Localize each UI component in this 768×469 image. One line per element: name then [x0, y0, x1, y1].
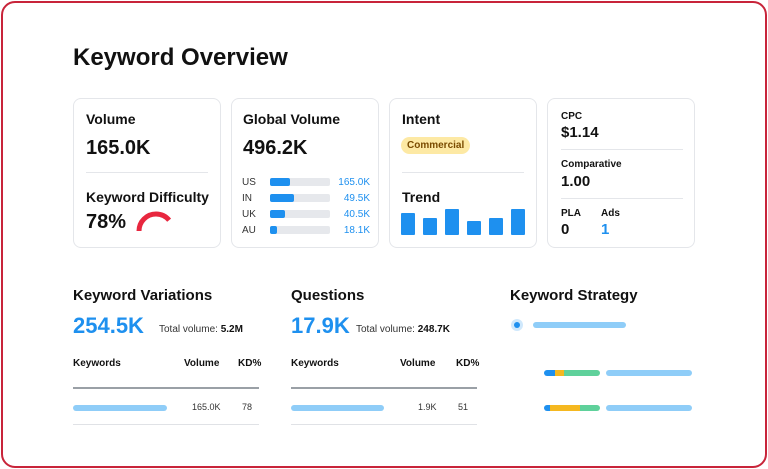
cpc-value: $1.14	[561, 124, 599, 141]
ads-label: Ads	[601, 208, 620, 219]
country-code: IN	[242, 192, 252, 204]
country-code: UK	[242, 208, 256, 220]
kd-value: 78%	[86, 211, 127, 233]
country-bar	[270, 178, 330, 186]
volume-value: 165.0K	[86, 137, 151, 159]
country-volume[interactable]: 40.5K	[343, 208, 370, 220]
column-header-keywords: Keywords	[73, 358, 121, 369]
country-code: AU	[242, 224, 256, 236]
country-row-uk: UK 40.5K	[242, 207, 370, 221]
ads-value[interactable]: 1	[601, 221, 610, 238]
table-footer-line	[291, 424, 477, 425]
country-volume[interactable]: 165.0K	[338, 176, 370, 188]
segment-orange	[550, 405, 580, 411]
global-volume-card: Global Volume 496.2K US 165.0K IN 49.5K …	[231, 98, 379, 248]
intent-badge: Commercial	[401, 137, 471, 154]
global-volume-label: Global Volume	[243, 111, 340, 127]
segment-green	[580, 405, 600, 411]
country-bar-fill	[270, 178, 290, 186]
segment-green	[564, 370, 600, 376]
metrics-card: CPC $1.14 Comparative 1.00 PLA 0 Ads 1	[547, 98, 695, 248]
strategy-segment-bar	[544, 370, 600, 376]
total-volume-value: 5.2M	[220, 324, 243, 335]
keyword-variations-count[interactable]: 254.5K	[73, 313, 144, 338]
card-divider	[402, 172, 524, 173]
table-footer-line	[73, 424, 259, 425]
kd-gauge-arc	[136, 211, 176, 231]
card-divider	[86, 172, 208, 173]
column-header-kd: KD%	[238, 358, 262, 369]
strategy-topic-placeholder[interactable]	[533, 322, 626, 328]
trend-label: Trend	[402, 189, 441, 205]
segment-blue	[544, 405, 550, 411]
segment-blue	[544, 370, 555, 376]
column-header-kd: KD%	[456, 358, 480, 369]
keyword-strategy-title: Keyword Strategy	[510, 287, 638, 304]
trend-bar	[467, 221, 481, 235]
total-volume-value: 248.7K	[417, 324, 450, 335]
global-volume-value: 496.2K	[243, 137, 308, 159]
trend-bar	[511, 209, 525, 235]
pla-label: PLA	[561, 208, 581, 219]
country-row-au: AU 18.1K	[242, 223, 370, 237]
kd-row: 78%	[86, 211, 178, 234]
questions-total: Total volume: 248.7K	[356, 324, 450, 335]
keyword-placeholder[interactable]	[73, 405, 167, 411]
row-volume: 1.9K	[418, 402, 437, 412]
segment-orange	[555, 370, 564, 376]
column-header-volume: Volume	[184, 358, 220, 369]
intent-label: Intent	[402, 111, 441, 127]
trend-bar	[489, 218, 503, 235]
intent-card: Intent Commercial Trend	[389, 98, 537, 248]
total-volume-label: Total volume:	[159, 324, 218, 335]
page-title: Keyword Overview	[73, 44, 288, 71]
kd-gauge	[136, 211, 176, 231]
country-volume[interactable]: 49.5K	[343, 192, 370, 204]
keyword-variations-title: Keyword Variations	[73, 287, 213, 304]
row-volume: 165.0K	[192, 402, 221, 412]
volume-card: Volume 165.0K Keyword Difficulty 78%	[73, 98, 221, 248]
questions-title: Questions	[291, 287, 365, 304]
keyword-variations-total: Total volume: 5.2M	[159, 324, 243, 335]
country-row-in: IN 49.5K	[242, 191, 370, 205]
trend-bar	[445, 209, 459, 235]
country-bar-fill	[270, 194, 294, 202]
cpc-label: CPC	[561, 111, 583, 122]
table-header-line	[73, 387, 259, 389]
question-placeholder[interactable]	[291, 405, 384, 411]
country-bar-fill	[270, 210, 285, 218]
strategy-segment-bar	[544, 405, 600, 411]
column-header-keywords: Keywords	[291, 358, 339, 369]
row-kd: 78	[242, 402, 253, 412]
pla-value: 0	[561, 221, 570, 238]
questions-count[interactable]: 17.9K	[291, 313, 350, 338]
strategy-subtopic-placeholder[interactable]	[606, 405, 692, 411]
strategy-subtopic-placeholder[interactable]	[606, 370, 692, 376]
trend-chart	[401, 209, 527, 235]
country-code: US	[242, 176, 256, 188]
table-header-line	[291, 387, 477, 389]
trend-bar	[423, 218, 437, 235]
card-divider	[561, 149, 683, 150]
country-row-us: US 165.0K	[242, 175, 370, 189]
country-bar	[270, 194, 330, 202]
kd-label: Keyword Difficulty	[86, 189, 209, 205]
country-bar	[270, 210, 330, 218]
country-volume[interactable]: 18.1K	[343, 224, 370, 236]
volume-label: Volume	[86, 111, 136, 127]
card-divider	[561, 198, 683, 199]
strategy-node-icon[interactable]	[511, 319, 523, 331]
comparative-label: Comparative	[561, 159, 622, 170]
column-header-volume: Volume	[400, 358, 436, 369]
country-bar-fill	[270, 226, 278, 234]
trend-bar	[401, 213, 415, 235]
comparative-value: 1.00	[561, 173, 591, 190]
row-kd: 51	[458, 402, 469, 412]
total-volume-label: Total volume:	[356, 324, 415, 335]
country-bar	[270, 226, 330, 234]
